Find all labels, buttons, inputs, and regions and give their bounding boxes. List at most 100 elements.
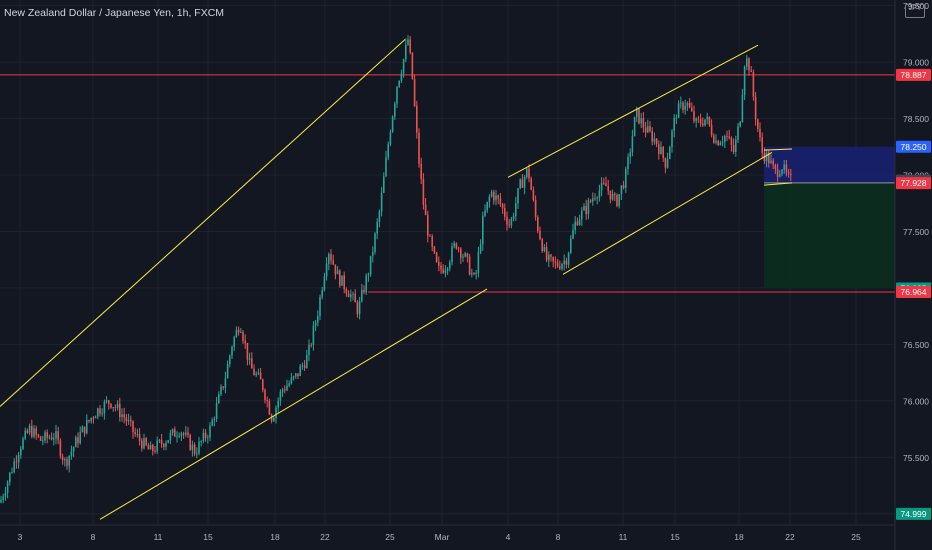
candle-body: [24, 430, 26, 439]
candles: [0, 35, 792, 504]
candle-body: [213, 418, 216, 421]
candle-body: [598, 190, 601, 198]
candle-body: [444, 270, 447, 273]
time-tick-label: 8: [556, 532, 561, 542]
candle-body: [163, 444, 165, 447]
candle-body: [752, 72, 755, 97]
candle-body: [64, 459, 66, 460]
candle-body: [325, 263, 328, 277]
candle-body: [110, 403, 112, 408]
price-axis[interactable]: 79.50079.00078.50078.00077.50077.00076.5…: [894, 0, 931, 550]
candle-body: [682, 102, 684, 110]
candle-body: [534, 200, 537, 218]
candle-body: [413, 78, 416, 106]
candle-body: [708, 116, 711, 126]
candle-body: [299, 366, 301, 376]
candle-body: [211, 420, 213, 426]
candle-body: [495, 195, 497, 201]
candle-body: [35, 428, 37, 435]
candle-body: [739, 121, 741, 127]
candle-body: [248, 358, 251, 360]
price-tick-label: 75.500: [903, 453, 929, 463]
candle-body: [484, 210, 486, 216]
candle-body: [453, 243, 455, 247]
candle-body: [493, 191, 495, 201]
time-axis[interactable]: 3 8 11 15 18 22 25 Mar 4 8 11 15 18 22 25: [0, 524, 895, 542]
candle-body: [435, 252, 438, 262]
candle-body: [383, 176, 385, 193]
candle-body: [556, 262, 559, 267]
candle-body: [136, 433, 139, 435]
candle-body: [589, 200, 592, 202]
candle-body: [754, 96, 757, 120]
candle-body: [112, 407, 114, 408]
candle-body: [59, 440, 62, 457]
candle-body: [312, 325, 315, 345]
trendline: [562, 151, 773, 275]
candle-body: [42, 440, 44, 442]
candle-body: [724, 135, 726, 142]
candle-body: [86, 419, 88, 434]
candle-body: [552, 256, 554, 262]
candle-body: [526, 168, 528, 177]
time-tick-label: 18: [734, 532, 744, 542]
candle-body: [270, 414, 273, 422]
time-tick-label: 8: [91, 532, 96, 542]
candle-body: [779, 174, 781, 177]
candle-body: [737, 126, 739, 140]
time-tick-label: 22: [320, 532, 330, 542]
candle-body: [497, 195, 499, 199]
candle-body: [237, 329, 240, 333]
candle-body: [231, 346, 233, 356]
candle-body: [336, 270, 339, 275]
candle-body: [576, 221, 579, 225]
candle-body: [442, 269, 444, 273]
candle-body: [290, 377, 293, 384]
candle-body: [220, 386, 222, 395]
candle-body: [339, 270, 341, 286]
candle-body: [574, 221, 576, 231]
candle-body: [554, 261, 557, 263]
candle-body: [691, 107, 693, 112]
candle-body: [332, 260, 334, 265]
candle-body: [281, 389, 284, 392]
candle-body: [114, 407, 117, 408]
candle-body: [70, 451, 73, 456]
candle-body: [697, 118, 700, 120]
candle-body: [490, 191, 493, 197]
candle-body: [468, 256, 471, 275]
candle-body: [655, 138, 658, 145]
candle-body: [427, 215, 429, 236]
candle-body: [288, 383, 290, 386]
candle-body: [187, 432, 189, 436]
candle-body: [631, 136, 634, 153]
candle-body: [323, 276, 326, 290]
candle-body: [174, 429, 176, 437]
candle-body: [649, 126, 651, 132]
candle-body: [449, 261, 451, 269]
currency-badge[interactable]: JPY: [905, 4, 925, 18]
candle-body: [240, 332, 242, 333]
candle-body: [600, 182, 603, 191]
candle-body: [33, 428, 35, 437]
candle-body: [391, 116, 394, 133]
candle-body: [713, 135, 715, 143]
candle-body: [97, 408, 99, 417]
candle-body: [81, 426, 84, 433]
candle-body: [684, 105, 686, 110]
candle-body: [501, 204, 504, 209]
candle-body: [262, 379, 264, 391]
candle-body: [77, 437, 79, 444]
candle-body: [83, 426, 86, 434]
candle-body: [517, 188, 519, 204]
candle-body: [607, 186, 609, 191]
candle-body: [677, 103, 680, 118]
candle-body: [279, 391, 282, 401]
candle-body: [706, 116, 708, 120]
candle-body: [735, 139, 737, 153]
candle-body: [438, 261, 440, 266]
candle-body: [726, 135, 728, 137]
candle-body: [116, 403, 119, 408]
candle-body: [350, 294, 352, 298]
